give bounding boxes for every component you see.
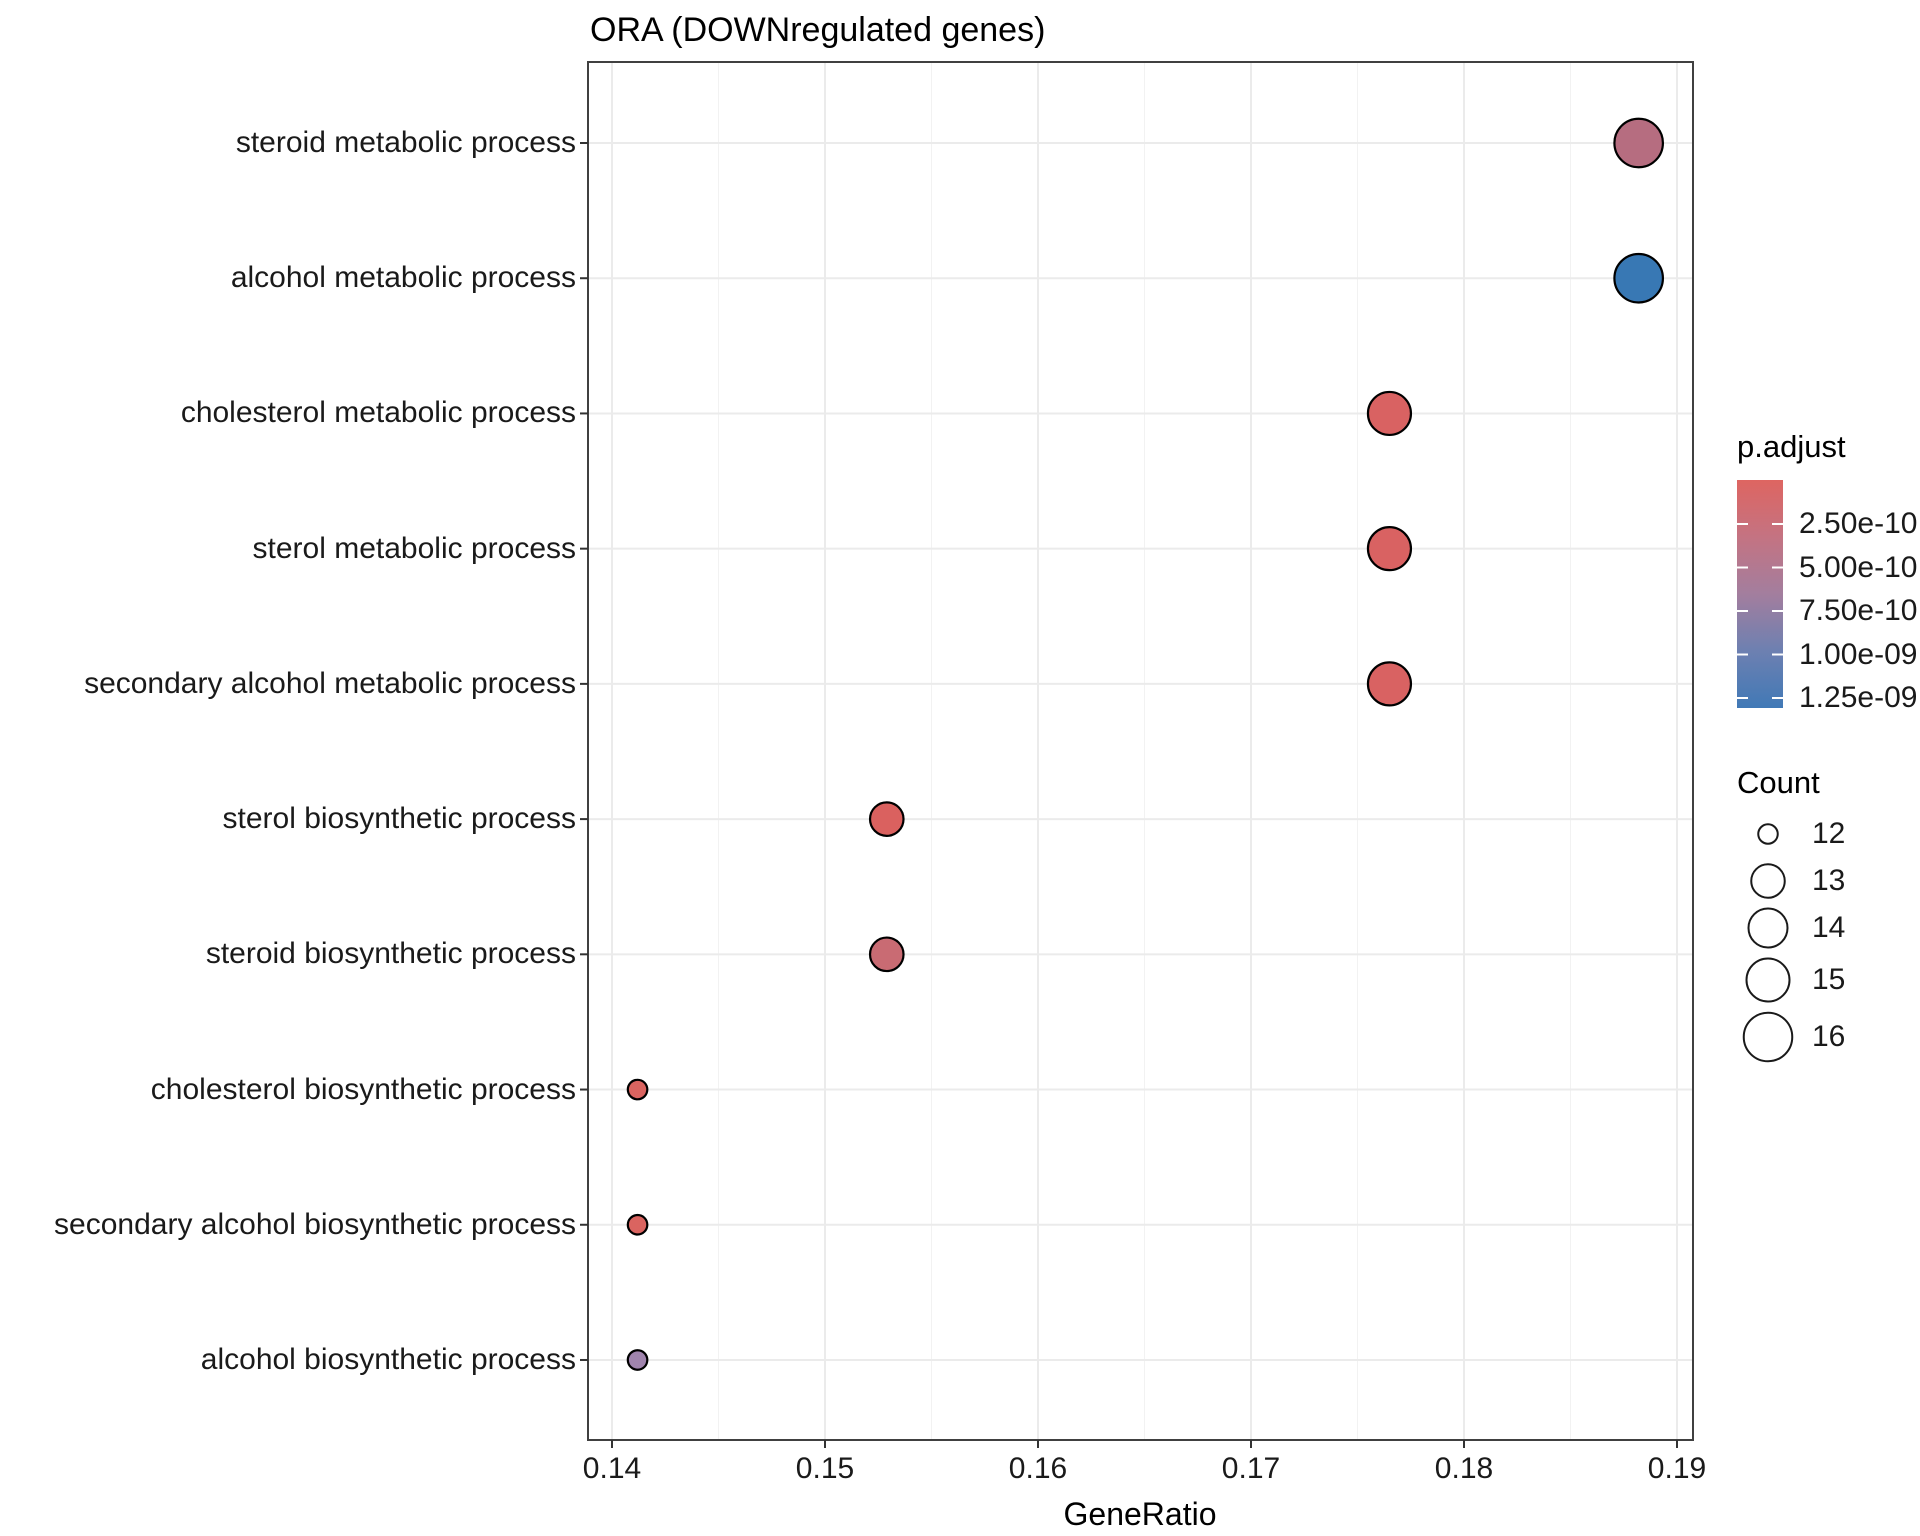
data-point-dot	[626, 1349, 649, 1371]
data-point-dot	[1366, 661, 1413, 707]
data-point-dot	[1613, 117, 1665, 169]
y-axis-label: secondary alcohol biosynthetic process	[54, 1207, 576, 1241]
y-axis-label: cholesterol metabolic process	[180, 396, 576, 430]
panel-border	[587, 61, 1694, 1441]
count-key-label: 15	[1812, 963, 1846, 996]
count-legend-key-circle	[1745, 957, 1791, 1003]
x-axis-tick-label: 0.19	[1647, 1452, 1707, 1485]
count-key-label: 16	[1812, 1020, 1846, 1053]
count-legend-key-circle	[1742, 1011, 1794, 1063]
count-legend-key-circle	[1750, 863, 1786, 899]
plot-title: ORA (DOWNregulated genes)	[590, 11, 1046, 49]
padjust-tick-label: 1.00e-09	[1799, 637, 1918, 671]
plot-panel	[588, 62, 1693, 1440]
padjust-tick-label: 5.00e-10	[1799, 550, 1918, 584]
data-point-dot	[1366, 526, 1413, 572]
count-key-label: 12	[1812, 817, 1846, 850]
x-axis-tick-label: 0.14	[582, 1452, 642, 1485]
x-axis-tick-label: 0.16	[1008, 1452, 1068, 1485]
padjust-tick-label: 1.25e-09	[1799, 681, 1918, 714]
y-axis-label: sterol metabolic process	[252, 531, 576, 565]
data-point-dot	[1366, 390, 1413, 437]
data-point-dot	[626, 1078, 649, 1101]
x-axis-title: GeneRatio	[1063, 1496, 1217, 1532]
x-axis-tick-label: 0.17	[1221, 1452, 1281, 1485]
data-point-dot	[626, 1213, 649, 1236]
y-axis-label: secondary alcohol metabolic process	[84, 666, 576, 700]
y-axis-label: alcohol metabolic process	[230, 261, 576, 295]
padjust-tick-label: 2.50e-10	[1799, 507, 1918, 540]
y-axis-label: cholesterol biosynthetic process	[150, 1072, 576, 1106]
y-axis-label: alcohol biosynthetic process	[200, 1342, 576, 1376]
padjust-tick-label: 7.50e-10	[1799, 594, 1918, 627]
padjust-legend-title: p.adjust	[1737, 429, 1846, 464]
padjust-colorbar	[1737, 480, 1783, 708]
count-legend-key-circle	[1757, 823, 1779, 845]
y-axis-label: steroid metabolic process	[235, 126, 576, 159]
data-point-dot	[868, 936, 905, 973]
count-legend-title: Count	[1737, 765, 1820, 800]
y-axis-label: steroid biosynthetic process	[205, 937, 576, 971]
count-key-label: 14	[1812, 911, 1846, 944]
count-key-label: 13	[1812, 864, 1846, 897]
data-point-dot	[868, 801, 905, 837]
data-point-dot	[1613, 252, 1665, 304]
count-legend-key-circle	[1747, 907, 1789, 949]
x-axis-tick-label: 0.18	[1434, 1452, 1494, 1485]
y-axis-label: sterol biosynthetic process	[222, 802, 577, 836]
x-axis-tick-label: 0.15	[795, 1452, 855, 1485]
